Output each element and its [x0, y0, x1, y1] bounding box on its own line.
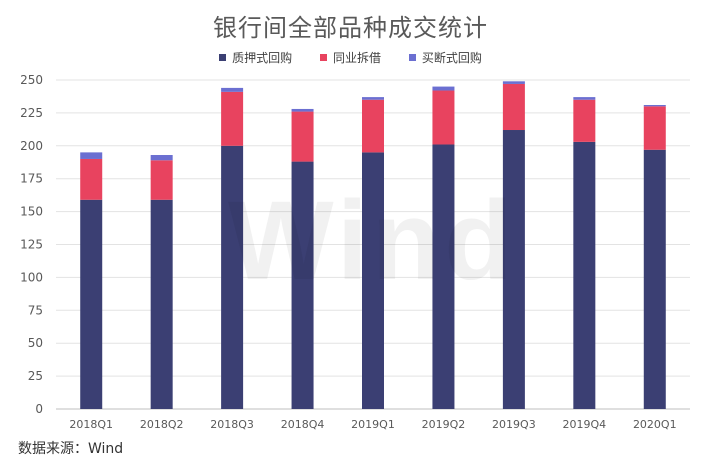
bar-segment-outright-repo: [362, 97, 384, 100]
bar-segment-interbank-lending: [502, 83, 525, 131]
y-tick-label: 25: [28, 369, 43, 383]
bar-segment-outright-repo: [80, 152, 103, 159]
x-tick-label: 2019Q3: [492, 418, 536, 431]
x-tick-label: 2019Q2: [422, 418, 466, 431]
bar-segment-pledged-repo: [150, 199, 173, 409]
bar-segment-outright-repo: [291, 108, 314, 112]
bar-segment-pledged-repo: [573, 141, 596, 410]
x-tick-label: 2019Q1: [351, 418, 395, 431]
legend-swatch: [219, 54, 227, 61]
bar-segment-pledged-repo: [502, 130, 525, 409]
bar-segment-outright-repo: [573, 97, 596, 100]
bar-segment-interbank-lending: [432, 90, 455, 145]
legend-label: 买断式回购: [421, 51, 482, 65]
bar-segment-interbank-lending: [221, 91, 244, 146]
y-axis-ticks: 0 25 50 75 100 125 150 175 200 225 250: [20, 73, 43, 416]
x-tick-label: 2018Q4: [281, 418, 325, 431]
legend-item-pledged-repo: 质押式回购: [219, 49, 292, 66]
bar-segment-interbank-lending: [573, 99, 596, 142]
y-tick-label: 50: [28, 336, 43, 350]
bar-segment-pledged-repo: [432, 144, 455, 409]
x-tick-label: 2020Q1: [633, 418, 677, 431]
bar-segment-pledged-repo: [643, 149, 666, 410]
legend-item-outright-repo: 买断式回购: [408, 49, 482, 66]
y-tick-label: 100: [20, 270, 43, 284]
bar-segment-outright-repo: [432, 86, 455, 91]
chart-title: 银行间全部品种成交统计: [213, 14, 488, 42]
source-note: 数据来源：Wind: [18, 441, 124, 457]
bar-segment-pledged-repo: [362, 152, 384, 409]
y-tick-label: 0: [35, 402, 43, 416]
bar-segment-outright-repo: [502, 81, 525, 84]
bar-segment-interbank-lending: [291, 111, 314, 162]
bar-stacks: [80, 81, 666, 410]
bar-segment-pledged-repo: [221, 145, 244, 410]
x-tick-label: 2018Q2: [140, 418, 184, 431]
bar-segment-interbank-lending: [80, 158, 103, 200]
y-tick-label: 225: [20, 106, 43, 120]
bar-segment-outright-repo: [221, 87, 244, 92]
bar-segment-pledged-repo: [291, 161, 314, 409]
y-tick-label: 175: [20, 172, 43, 186]
legend-label: 同业拆借: [332, 51, 381, 65]
y-tick-label: 125: [20, 238, 43, 252]
bar-segment-pledged-repo: [80, 199, 103, 409]
bar-segment-interbank-lending: [643, 106, 666, 150]
legend-swatch: [319, 54, 327, 61]
x-tick-label: 2018Q1: [69, 418, 113, 431]
bar-segment-outright-repo: [150, 155, 173, 161]
legend: 质押式回购 同业拆借 买断式回购: [0, 49, 701, 66]
bar-segment-outright-repo: [643, 105, 666, 107]
legend-item-interbank-lending: 同业拆借: [319, 49, 381, 66]
legend-swatch: [408, 54, 416, 61]
y-tick-label: 150: [20, 205, 43, 219]
x-tick-label: 2018Q3: [210, 418, 254, 431]
y-tick-label: 200: [20, 139, 43, 153]
bar-segment-interbank-lending: [150, 160, 173, 200]
y-tick-label: 250: [20, 73, 43, 87]
x-axis-ticks: 2018Q1 2018Q2 2018Q3 2018Q4 2019Q1 2019Q2 2019…: [69, 418, 676, 431]
x-tick-label: 2019Q4: [563, 418, 607, 431]
y-tick-label: 75: [28, 303, 43, 317]
bar-segment-interbank-lending: [362, 99, 384, 153]
legend-label: 质押式回购: [232, 51, 293, 65]
